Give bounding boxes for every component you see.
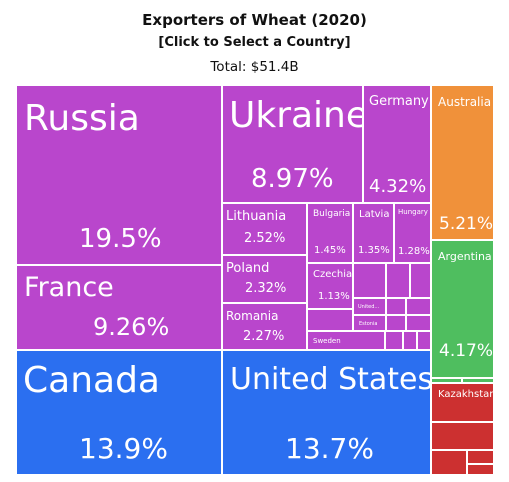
tile-sweden[interactable]: Sweden [307, 331, 385, 350]
tile-label-germany: Germany [369, 94, 429, 109]
tile-unlabeled-20[interactable] [406, 315, 431, 331]
tile-label-argentina: Argentina [438, 250, 492, 263]
tile-label-united-states: United States [230, 362, 431, 397]
tile-value-czechia: 1.13% [318, 291, 350, 302]
tile-unlabeled-16[interactable] [410, 263, 431, 298]
tile-bulgaria[interactable]: Bulgaria 1.45% [307, 203, 353, 263]
tile-unlabeled-19[interactable] [386, 315, 406, 331]
tile-unlabeled-32[interactable] [431, 450, 467, 475]
tile-poland[interactable]: Poland 2.32% [222, 255, 307, 303]
tile-label-czechia: Czechia [313, 269, 353, 280]
chart-subtitle: [Click to Select a Country] [158, 35, 351, 50]
tile-value-canada: 13.9% [79, 432, 168, 465]
tile-germany[interactable]: Germany 4.32% [363, 85, 431, 203]
chart-title: Exporters of Wheat (2020) [142, 11, 367, 29]
tile-unlabeled-21[interactable] [307, 309, 353, 331]
chart-header: Exporters of Wheat (2020) [Click to Sele… [0, 0, 509, 84]
tile-united-states[interactable]: United States 13.7% [222, 350, 431, 475]
tile-label-poland: Poland [226, 261, 270, 276]
tile-value-russia: 19.5% [79, 224, 162, 254]
tile-label-romania: Romania [226, 309, 279, 323]
tile-unlabeled-24[interactable] [417, 331, 431, 350]
tile-russia[interactable]: Russia 19.5% [16, 85, 222, 265]
tile-ukraine[interactable]: Ukraine 8.97% [222, 85, 363, 203]
tile-value-latvia: 1.35% [358, 245, 390, 256]
tile-hungary[interactable]: Hungary 1.28% [394, 203, 431, 263]
chart-total: Total: $51.4B [210, 59, 299, 75]
tile-label-france: France [24, 272, 114, 303]
tile-value-bulgaria: 1.45% [314, 245, 346, 256]
tile-label-australia: Australia [438, 95, 492, 109]
tile-unlabeled-15[interactable] [386, 263, 410, 298]
tile-canada[interactable]: Canada 13.9% [16, 350, 222, 475]
tile-unlabeled-36[interactable] [462, 378, 494, 383]
tile-australia[interactable]: Australia 5.21% [431, 85, 494, 240]
tile-romania[interactable]: Romania 2.27% [222, 303, 307, 350]
tile-value-romania: 2.27% [243, 329, 285, 344]
tile-value-ukraine: 8.97% [251, 164, 334, 194]
tile-label-lithuania: Lithuania [226, 209, 287, 224]
tile-value-hungary: 1.28% [398, 246, 430, 257]
tile-unlabeled-35[interactable] [431, 378, 462, 383]
tile-value-france: 9.26% [93, 313, 170, 341]
tile-label-bulgaria: Bulgaria [313, 209, 351, 219]
tile-unlabeled-34[interactable] [467, 464, 494, 475]
tile-label-estonia: Estonia [359, 321, 378, 327]
tile-value-argentina: 4.17% [439, 341, 494, 361]
tile-lithuania[interactable]: Lithuania 2.52% [222, 203, 307, 255]
tile-unlabeled-33[interactable] [467, 450, 494, 464]
tile-united[interactable]: United... [353, 298, 386, 315]
tile-label-hungary: Hungary [398, 208, 428, 216]
tile-value-poland: 2.32% [245, 281, 287, 296]
tile-label-united: United... [358, 304, 380, 310]
tile-unlabeled-14[interactable] [353, 263, 386, 298]
tile-estonia[interactable]: Estonia [353, 315, 386, 331]
tile-france[interactable]: France 9.26% [16, 265, 222, 350]
tile-unlabeled-31[interactable] [431, 422, 494, 450]
tile-unlabeled-22[interactable] [385, 331, 403, 350]
tile-value-united-states: 13.7% [285, 432, 374, 465]
tile-argentina[interactable]: Argentina 4.17% [431, 240, 494, 378]
tile-unlabeled-17[interactable] [386, 298, 406, 315]
tile-czechia[interactable]: Czechia 1.13% [307, 263, 353, 309]
tile-value-lithuania: 2.52% [244, 231, 286, 246]
tile-label-russia: Russia [24, 98, 140, 139]
tile-unlabeled-18[interactable] [406, 298, 431, 315]
tile-label-kazakhstan: Kazakhstan [438, 389, 494, 400]
tile-value-australia: 5.21% [439, 214, 494, 234]
tile-label-ukraine: Ukraine [229, 95, 363, 136]
tile-value-germany: 4.32% [369, 176, 427, 197]
tile-unlabeled-23[interactable] [403, 331, 417, 350]
tile-label-canada: Canada [23, 360, 160, 401]
tile-kazakhstan[interactable]: Kazakhstan2.2% [431, 383, 494, 422]
tile-label-sweden: Sweden [313, 337, 341, 345]
tile-latvia[interactable]: Latvia 1.35% [353, 203, 394, 263]
tile-label-latvia: Latvia [359, 209, 390, 220]
